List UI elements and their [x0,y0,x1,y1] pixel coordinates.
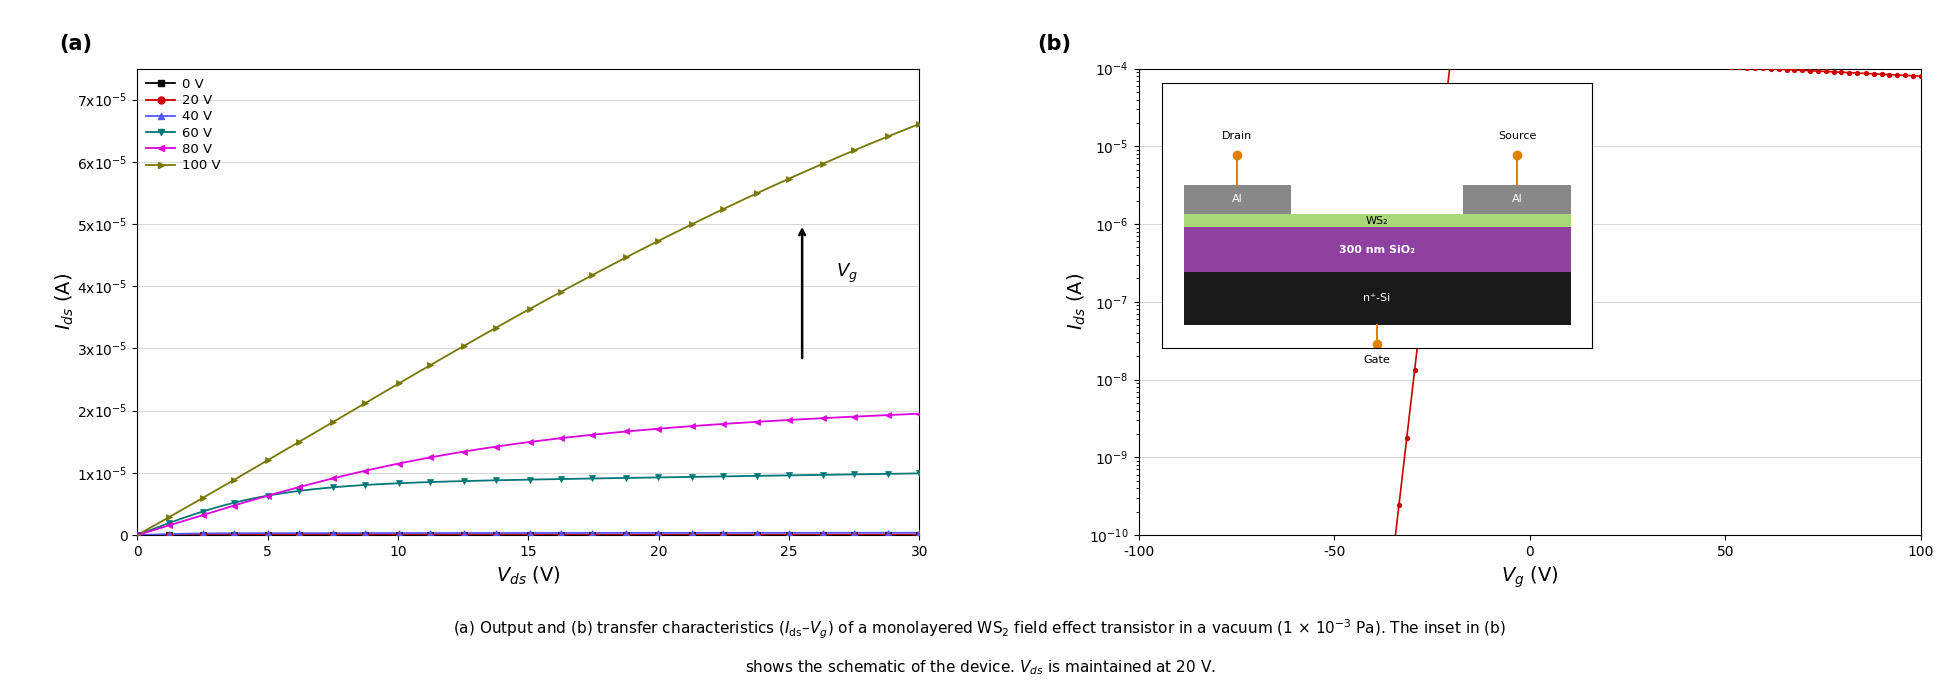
Text: shows the schematic of the device. $V_{ds}$ is maintained at 20 V.: shows the schematic of the device. $V_{d… [745,659,1215,677]
Text: (a) Output and (b) transfer characteristics ($I_\mathrm{ds}$–$V_g$) of a monolay: (a) Output and (b) transfer characterist… [453,617,1507,641]
Text: (a): (a) [59,34,92,54]
X-axis label: $V_{g}$ (V): $V_{g}$ (V) [1501,565,1558,590]
Text: $V_g$: $V_g$ [837,262,858,285]
Text: (b): (b) [1037,34,1070,54]
Y-axis label: $I_{ds}$ (A): $I_{ds}$ (A) [53,273,76,331]
Y-axis label: $I_{ds}$ (A): $I_{ds}$ (A) [1066,273,1088,331]
X-axis label: $V_{ds}$ (V): $V_{ds}$ (V) [496,565,561,587]
Legend: 0 V, 20 V, 40 V, 60 V, 80 V, 100 V: 0 V, 20 V, 40 V, 60 V, 80 V, 100 V [143,75,223,175]
